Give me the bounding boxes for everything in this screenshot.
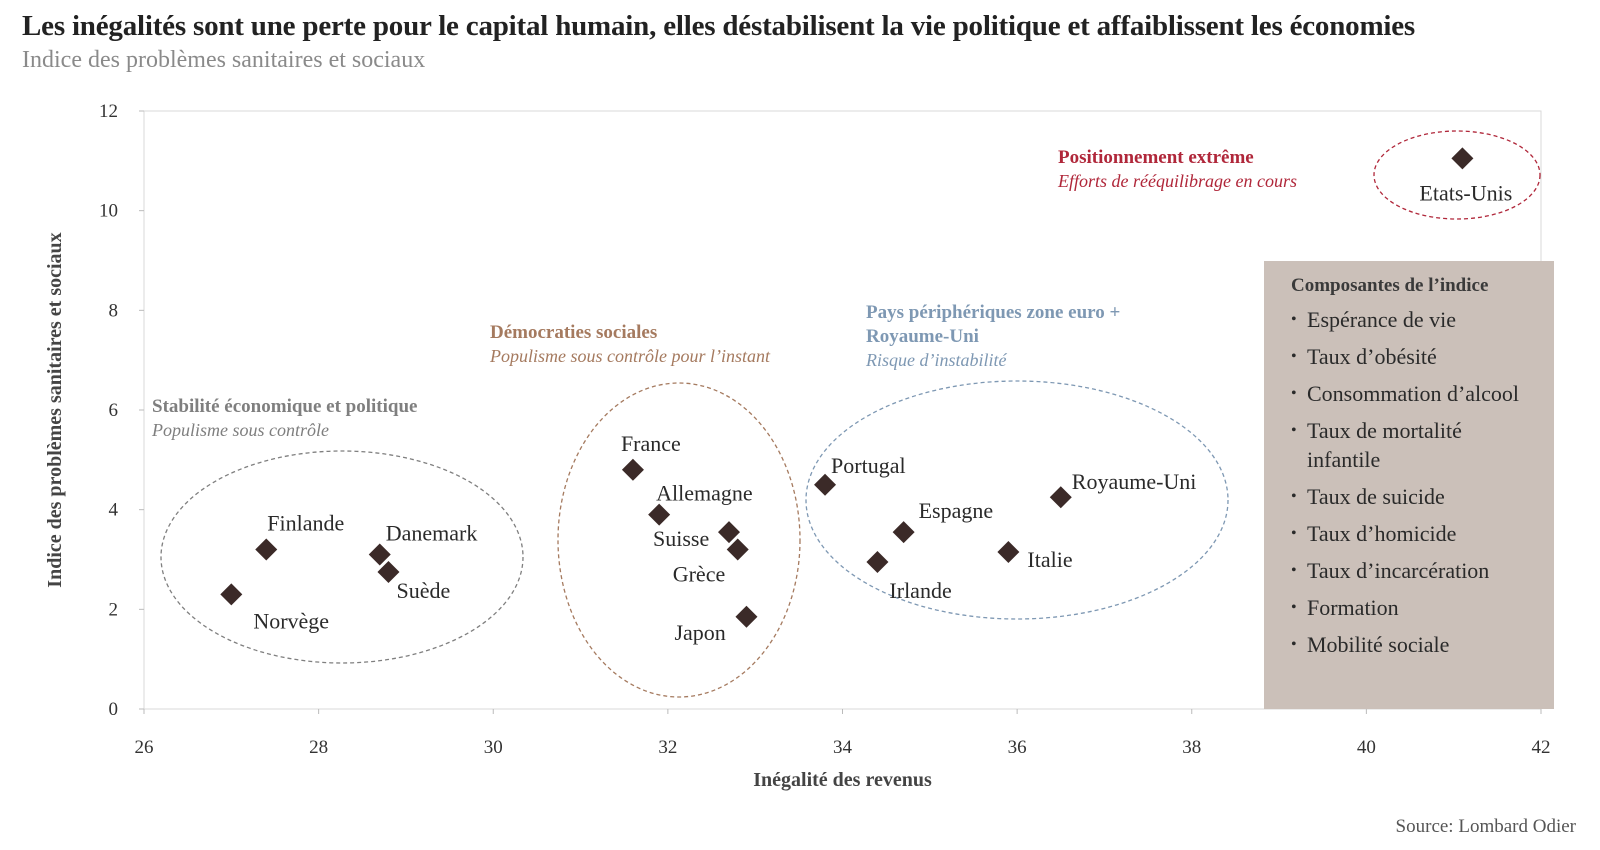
y-tick-label: 10 <box>99 201 118 222</box>
legend-item: Taux de mortalité infantile <box>1291 416 1536 474</box>
group-extreme-title: Positionnement extrême <box>1058 147 1254 168</box>
x-axis-label: Inégalité des revenus <box>753 769 932 791</box>
y-axis-label: Indice des problèmes sanitaires et socia… <box>44 232 66 587</box>
x-tick-label: 30 <box>484 737 503 758</box>
legend-title: Composantes de l’indice <box>1291 275 1489 296</box>
legend-item: Formation <box>1291 593 1536 622</box>
x-tick-label: 32 <box>658 737 677 758</box>
y-tick-label: 4 <box>109 500 119 521</box>
point-label: Finlande <box>267 511 344 536</box>
source-note: Source: Lombard Odier <box>1395 816 1576 837</box>
point-label: Italie <box>1027 547 1072 572</box>
y-tick-label: 2 <box>109 599 119 620</box>
point-label: Portugal <box>831 453 906 478</box>
group-peripheriques-title: Pays périphériques zone euro + <box>866 302 1120 323</box>
point-label: Japon <box>674 620 725 645</box>
group-democraties-subtitle: Populisme sous contrôle pour l’instant <box>489 346 771 366</box>
point-portugal <box>814 473 837 496</box>
point-label: Espagne <box>919 498 994 523</box>
point-label: France <box>621 431 681 456</box>
group-ellipse-peripheriques <box>805 380 1229 620</box>
x-tick-label: 40 <box>1357 737 1376 758</box>
point-label: Etats-Unis <box>1419 180 1512 205</box>
point-italie <box>997 541 1020 564</box>
y-tick-label: 8 <box>109 300 119 321</box>
group-extreme-subtitle: Efforts de rééquilibrage en cours <box>1057 171 1297 191</box>
point-grèce <box>726 538 749 561</box>
index-components-box: Composantes de l’indice Espérance de vie… <box>1264 261 1554 709</box>
group-peripheriques-subtitle: Risque d’instabilité <box>865 350 1007 370</box>
point-irlande <box>866 550 889 573</box>
point-label: Allemagne <box>656 481 753 506</box>
group-stabilite-subtitle: Populisme sous contrôle <box>151 420 329 440</box>
x-tick-label: 36 <box>1008 737 1027 758</box>
point-etats-unis <box>1451 147 1474 170</box>
x-tick-label: 28 <box>309 737 328 758</box>
point-danemark <box>368 543 391 566</box>
legend-list: Espérance de vie Taux d’obésité Consomma… <box>1291 305 1536 659</box>
chart-subtitle: Indice des problèmes sanitaires et socia… <box>22 47 426 73</box>
point-label: Suisse <box>653 526 709 551</box>
point-label: Norvège <box>253 608 329 633</box>
point-suisse <box>717 521 740 544</box>
group-peripheriques-title: Royaume-Uni <box>866 326 979 347</box>
point-label: Suède <box>396 578 450 603</box>
point-label: Grèce <box>673 562 726 587</box>
group-stabilite-title: Stabilité économique et politique <box>152 396 417 417</box>
point-royaume-uni <box>1049 486 1072 509</box>
chart-title: Les inégalités sont une perte pour le ca… <box>22 10 1416 42</box>
x-tick-label: 34 <box>833 737 853 758</box>
point-label: Irlande <box>889 578 951 603</box>
point-espagne <box>892 521 915 544</box>
point-suède <box>377 560 400 583</box>
legend-item: Taux de suicide <box>1291 482 1536 511</box>
legend-item: Espérance de vie <box>1291 305 1536 334</box>
point-allemagne <box>648 503 671 526</box>
point-label: Danemark <box>386 521 478 546</box>
x-tick-label: 26 <box>135 737 154 758</box>
legend-item: Taux d’homicide <box>1291 519 1536 548</box>
legend-item: Consommation d’alcool <box>1291 379 1536 408</box>
point-label: Royaume-Uni <box>1072 469 1197 494</box>
point-japon <box>735 605 758 628</box>
legend-item: Mobilité sociale <box>1291 630 1536 659</box>
y-tick-label: 0 <box>109 699 119 720</box>
x-tick-label: 42 <box>1532 737 1551 758</box>
x-tick-label: 38 <box>1182 737 1201 758</box>
point-finlande <box>255 538 278 561</box>
group-ellipse-democraties <box>557 382 801 698</box>
y-tick-label: 6 <box>109 400 119 421</box>
legend-item: Taux d’incarcération <box>1291 556 1536 585</box>
group-democraties-title: Démocraties sociales <box>490 322 657 343</box>
group-ellipse-extreme <box>1373 130 1541 220</box>
point-norvège <box>220 583 243 606</box>
y-tick-label: 12 <box>99 101 118 122</box>
point-france <box>621 458 644 481</box>
group-ellipse-stabilite <box>160 450 524 664</box>
legend-item: Taux d’obésité <box>1291 342 1536 371</box>
